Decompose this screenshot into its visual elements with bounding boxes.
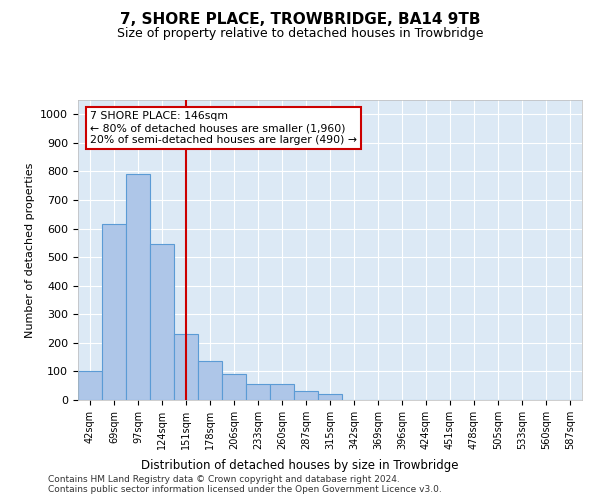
Text: Contains HM Land Registry data © Crown copyright and database right 2024.: Contains HM Land Registry data © Crown c… bbox=[48, 474, 400, 484]
Bar bbox=[318, 394, 342, 400]
Bar bbox=[198, 362, 222, 400]
Bar bbox=[222, 374, 246, 400]
Bar bbox=[78, 372, 102, 400]
Bar bbox=[102, 224, 126, 400]
Text: 7, SHORE PLACE, TROWBRIDGE, BA14 9TB: 7, SHORE PLACE, TROWBRIDGE, BA14 9TB bbox=[120, 12, 480, 28]
Bar bbox=[150, 244, 174, 400]
Text: Size of property relative to detached houses in Trowbridge: Size of property relative to detached ho… bbox=[117, 28, 483, 40]
Bar bbox=[270, 384, 294, 400]
Text: Contains public sector information licensed under the Open Government Licence v3: Contains public sector information licen… bbox=[48, 484, 442, 494]
Bar bbox=[174, 334, 198, 400]
Bar bbox=[126, 174, 150, 400]
Text: 7 SHORE PLACE: 146sqm
← 80% of detached houses are smaller (1,960)
20% of semi-d: 7 SHORE PLACE: 146sqm ← 80% of detached … bbox=[90, 112, 357, 144]
Y-axis label: Number of detached properties: Number of detached properties bbox=[25, 162, 35, 338]
Bar bbox=[246, 384, 270, 400]
Bar bbox=[294, 392, 318, 400]
Text: Distribution of detached houses by size in Trowbridge: Distribution of detached houses by size … bbox=[141, 458, 459, 471]
